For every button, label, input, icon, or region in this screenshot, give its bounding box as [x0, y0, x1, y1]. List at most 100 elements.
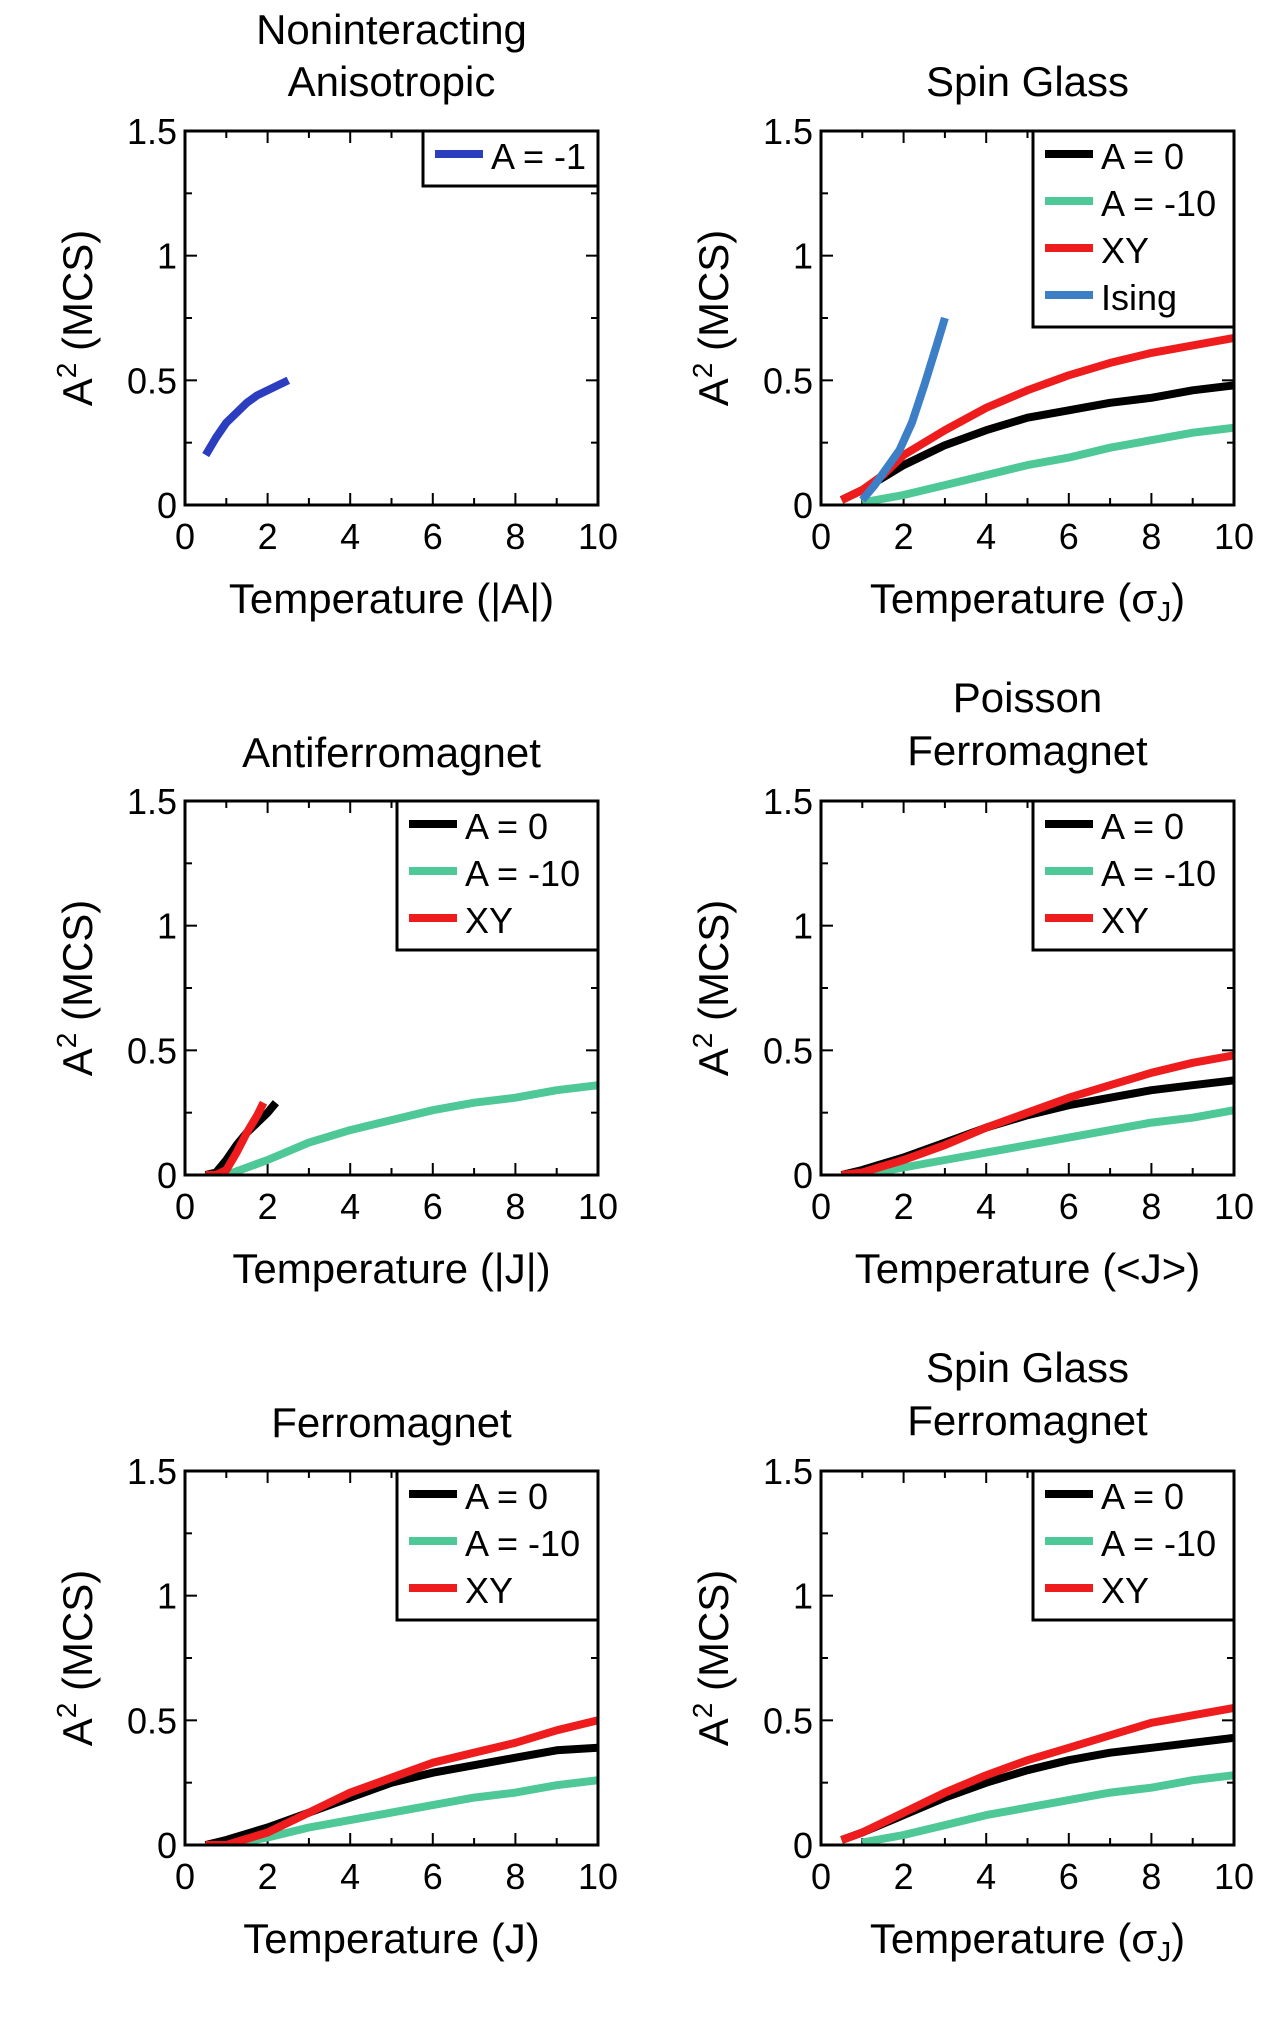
y-tick-label: 1.5 — [763, 781, 813, 822]
x-tick-label: 10 — [1214, 1856, 1254, 1897]
x-tick-label: 10 — [578, 1186, 618, 1227]
y-tick-label: 1.5 — [763, 111, 813, 152]
y-tick-label: 0.5 — [127, 1030, 177, 1071]
legend-label: XY — [465, 900, 513, 941]
x-tick-label: 2 — [894, 1186, 914, 1227]
x-tick-label: 10 — [578, 1856, 618, 1897]
plot-frame — [819, 799, 1236, 1177]
chart-title: Anisotropic — [288, 58, 496, 105]
y-tick-label: 0.5 — [763, 360, 813, 401]
x-tick-label: 0 — [175, 1856, 195, 1897]
x-tick-label: 10 — [578, 516, 618, 557]
x-tick-label: 8 — [505, 1186, 525, 1227]
chart-title: Spin Glass — [926, 1344, 1129, 1391]
series-line-xy — [840, 1703, 1234, 1844]
x-tick-label: 2 — [894, 1856, 914, 1897]
chart-panel-1: Noninteracting Anisotropic 0 0.5 1 1.5 0 2 4 6 8 10… — [51, 6, 618, 622]
y-tick-label: 1 — [793, 1576, 813, 1617]
x-tick-label: 2 — [258, 1856, 278, 1897]
chart-title: Ferromagnet — [907, 1397, 1148, 1444]
y-axis-label: A2 (MCS) — [51, 230, 101, 407]
y-axis-label: A2 (MCS) — [687, 230, 737, 407]
x-tick-label: 6 — [1059, 1856, 1079, 1897]
series-line-xy — [205, 1716, 598, 1845]
chart-title: Ferromagnet — [907, 727, 1148, 774]
x-tick-label: 0 — [175, 1186, 195, 1227]
legend-label: A = -1 — [491, 136, 586, 177]
legend-box — [395, 1469, 600, 1622]
x-axis-label: Temperature (|J|) — [232, 1245, 550, 1292]
series-line-xy — [841, 1051, 1234, 1175]
y-tick-label: 1.5 — [127, 111, 177, 152]
x-tick-label: 8 — [1141, 1856, 1161, 1897]
x-tick-label: 4 — [340, 1856, 360, 1897]
series-line-a-10 — [861, 1106, 1234, 1175]
series-line-a-0 — [204, 1743, 598, 1845]
series-line-ising — [859, 316, 949, 503]
x-tick-label: 6 — [423, 1856, 443, 1897]
plot-frame — [183, 129, 600, 507]
legend-label: A = 0 — [1101, 136, 1184, 177]
plot-frame — [183, 1469, 600, 1847]
chart-title: Antiferromagnet — [242, 729, 541, 776]
x-tick-label: 8 — [505, 1856, 525, 1897]
y-tick-label: 1.5 — [127, 1451, 177, 1492]
x-tick-label: 10 — [1214, 516, 1254, 557]
y-tick-label: 1 — [157, 1576, 177, 1617]
chart-title: Spin Glass — [926, 58, 1129, 105]
y-tick-label: 1 — [793, 906, 813, 947]
x-tick-label: 4 — [340, 1186, 360, 1227]
x-tick-label: 6 — [1059, 516, 1079, 557]
y-tick-label: 0.5 — [763, 1700, 813, 1741]
y-tick-label: 1 — [793, 236, 813, 277]
series-line-xy — [205, 1100, 268, 1175]
x-tick-label: 0 — [811, 1186, 831, 1227]
y-tick-label: 1.5 — [763, 1451, 813, 1492]
x-tick-label: 4 — [976, 516, 996, 557]
y-axis-label: A2 (MCS) — [51, 1570, 101, 1747]
legend-label: A = 0 — [465, 806, 548, 847]
legend-label: A = -10 — [465, 1523, 580, 1564]
x-tick-label: 0 — [175, 516, 195, 557]
y-axis-label: A2 (MCS) — [687, 900, 737, 1077]
x-tick-label: 4 — [976, 1856, 996, 1897]
x-tick-label: 2 — [258, 1186, 278, 1227]
y-tick-label: 1.5 — [127, 781, 177, 822]
legend-label: A = 0 — [1101, 806, 1184, 847]
x-axis-label: Temperature (σJ) — [870, 575, 1185, 627]
x-tick-label: 6 — [423, 516, 443, 557]
chart-title: Noninteracting — [256, 6, 527, 53]
legend-label: A = -10 — [1101, 853, 1216, 894]
legend-label: Ising — [1101, 277, 1177, 318]
x-axis-label: Temperature (<J>) — [855, 1245, 1200, 1292]
x-tick-label: 2 — [258, 516, 278, 557]
x-tick-label: 6 — [1059, 1186, 1079, 1227]
legend-label: XY — [465, 1570, 513, 1611]
series-line-a-10 — [225, 1776, 598, 1845]
legend-label: A = -10 — [1101, 183, 1216, 224]
chart-panel-6: Spin Glass Ferromagnet 0 0.5 1 1.5 0 2 4 6 8 10 Temp… — [687, 1344, 1254, 1967]
legend-box — [421, 129, 600, 188]
y-tick-label: 0 — [793, 1155, 813, 1196]
y-tick-label: 0 — [157, 1825, 177, 1866]
series-line-a-10 — [861, 423, 1234, 505]
chart-title: Poisson — [953, 674, 1102, 721]
x-axis-label: Temperature (σJ) — [870, 1915, 1185, 1967]
legend-label: A = 0 — [1101, 1476, 1184, 1517]
x-tick-label: 6 — [423, 1186, 443, 1227]
series-line-a-10 — [861, 1771, 1234, 1845]
series-line-a-10 — [224, 1081, 598, 1175]
x-tick-label: 4 — [340, 516, 360, 557]
chart-panel-5: Ferromagnet 0 0.5 1 1.5 0 2 4 6 8 10 Temperature (J… — [51, 1399, 618, 1962]
legend-label: A = 0 — [465, 1476, 548, 1517]
series-line-a-1 — [202, 376, 291, 458]
legend-label: A = -10 — [1101, 1523, 1216, 1564]
y-tick-label: 0 — [157, 485, 177, 526]
x-tick-label: 4 — [976, 1186, 996, 1227]
plot-frame — [819, 1469, 1236, 1847]
x-axis-label: Temperature (J) — [243, 1915, 539, 1962]
y-tick-label: 0.5 — [127, 360, 177, 401]
x-tick-label: 8 — [505, 516, 525, 557]
y-tick-label: 0 — [157, 1155, 177, 1196]
